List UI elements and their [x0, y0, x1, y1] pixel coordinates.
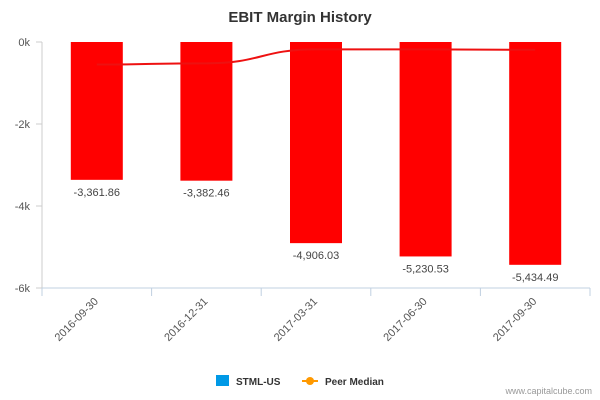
legend-label-stml: STML-US [236, 377, 281, 388]
x-tick-label: 2016-09-30 [53, 296, 101, 344]
bar [70, 42, 123, 180]
y-tick-label: 0k [18, 37, 30, 49]
x-tick-label: 2017-09-30 [491, 296, 539, 344]
legend-label-peer: Peer Median [325, 377, 384, 388]
x-tick-label: 2017-03-31 [272, 296, 320, 344]
y-tick-label: -6k [15, 283, 31, 295]
y-tick-label: -2k [15, 119, 31, 131]
bar [290, 42, 342, 244]
data-label: -5,230.53 [402, 263, 448, 275]
peer-median-line [96, 48, 536, 66]
bar-series [70, 42, 562, 265]
y-axis-ticks: 0k -2k -4k -6k [15, 37, 42, 295]
bar [180, 42, 233, 181]
x-tick-label: 2017-06-30 [381, 296, 429, 344]
x-tick-label: 2016-12-31 [162, 296, 210, 344]
bar [509, 42, 562, 265]
credit-text: www.capitalcube.com [504, 386, 592, 396]
data-label: -5,434.49 [512, 272, 558, 284]
legend-marker-peer [306, 377, 314, 385]
legend-swatch-stml [216, 375, 229, 386]
legend: STML-US Peer Median [216, 375, 384, 388]
data-label: -3,382.46 [183, 188, 229, 200]
peer-median-series [96, 48, 536, 66]
y-tick-label: -4k [15, 201, 31, 213]
x-axis-ticks: 2016-09-30 2016-12-31 2017-03-31 2017-06-30… [41, 288, 591, 344]
data-labels: -3,361.86 -3,382.46 -4,906.03 -5,230.53 -5,4… [74, 187, 559, 284]
chart-title: EBIT Margin History [228, 9, 372, 26]
bar [399, 42, 452, 257]
data-label: -4,906.03 [293, 250, 339, 262]
data-label: -3,361.86 [74, 187, 120, 199]
